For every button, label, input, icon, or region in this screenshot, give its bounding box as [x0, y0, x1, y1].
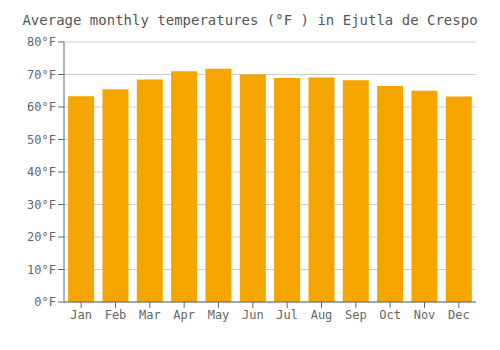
svg-text:60°F: 60°F: [27, 100, 56, 114]
svg-text:Sep: Sep: [345, 308, 367, 322]
svg-text:May: May: [208, 308, 230, 322]
svg-text:10°F: 10°F: [27, 263, 56, 277]
svg-text:Mar: Mar: [139, 308, 161, 322]
svg-text:Apr: Apr: [173, 308, 195, 322]
svg-text:Oct: Oct: [379, 308, 401, 322]
svg-text:Dec: Dec: [448, 308, 470, 322]
svg-text:Aug: Aug: [311, 308, 333, 322]
svg-text:80°F: 80°F: [27, 35, 56, 49]
html-text:Average monthly temperatures (: Average monthly temperatures (°F ) in Ej…: [22, 12, 478, 28]
svg-text:Jul: Jul: [276, 308, 298, 322]
svg-text:30°F: 30°F: [27, 198, 56, 212]
svg-text:70°F: 70°F: [27, 68, 56, 82]
svg-text:20°F: 20°F: [27, 230, 56, 244]
svg-text:40°F: 40°F: [27, 165, 56, 179]
svg-text:50°F: 50°F: [27, 133, 56, 147]
svg-text:Feb: Feb: [105, 308, 127, 322]
svg-text:Nov: Nov: [414, 308, 436, 322]
svg-text:Jan: Jan: [70, 308, 92, 322]
svg-text:0°F: 0°F: [34, 295, 56, 309]
svg-text:Jun: Jun: [242, 308, 264, 322]
